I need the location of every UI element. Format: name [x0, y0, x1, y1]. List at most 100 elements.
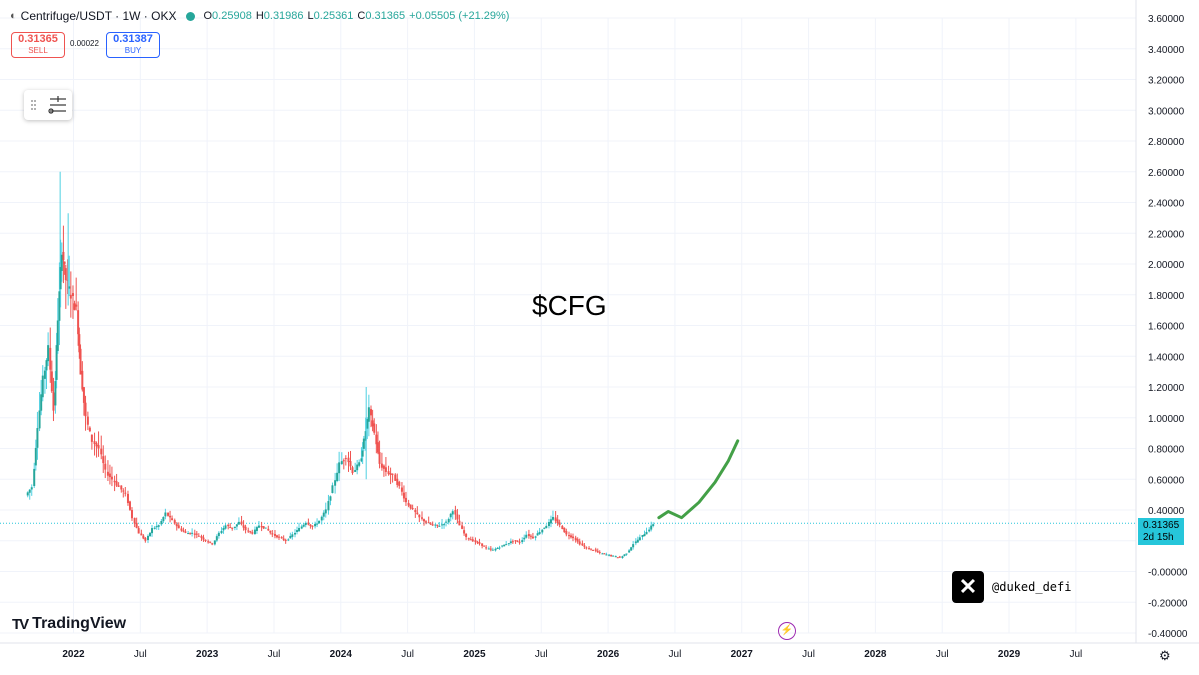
candle-body: [400, 487, 403, 492]
candle-body: [73, 303, 76, 310]
candle-body: [284, 539, 287, 542]
candle-body: [58, 291, 61, 321]
candle-body: [277, 536, 280, 538]
candle-body: [251, 532, 254, 534]
candle-body: [177, 525, 180, 529]
candle-body: [164, 512, 167, 517]
candle-body: [209, 541, 212, 543]
candle-body: [43, 370, 46, 379]
x-tick-label: Jul: [535, 649, 548, 660]
candle-body: [501, 545, 504, 547]
candle-body: [140, 533, 143, 536]
candle-body: [603, 553, 606, 555]
events-lightning-icon[interactable]: ⚡: [778, 622, 796, 640]
candle-body: [213, 540, 216, 545]
candle-body: [527, 534, 530, 537]
candle-body: [382, 465, 385, 469]
y-tick-label: 0.60000: [1148, 475, 1185, 486]
candle-body: [282, 538, 285, 540]
candle-body: [84, 402, 87, 417]
candle-body: [558, 522, 561, 525]
buy-button[interactable]: 0.31387 BUY: [106, 32, 160, 58]
candle-body: [503, 544, 506, 547]
candle-body: [68, 286, 71, 289]
candle-body: [41, 375, 44, 398]
candle-body: [371, 420, 374, 427]
candle-body: [171, 518, 174, 521]
candle-body: [307, 522, 310, 525]
candle-body: [458, 520, 461, 526]
drag-handle-icon[interactable]: [24, 90, 72, 120]
candle-body: [445, 521, 448, 523]
low-value: 0.25361: [313, 10, 354, 22]
symbol-title[interactable]: Centrifuge/USDT · 1W · OKX: [20, 9, 177, 23]
candle-body: [338, 462, 341, 474]
candle-body: [467, 538, 470, 540]
candle-body: [588, 548, 591, 550]
candle-body: [128, 501, 131, 510]
candle-body: [594, 549, 597, 551]
candle-body: [300, 526, 303, 529]
candle-body: [351, 467, 354, 474]
candle-body: [478, 542, 481, 544]
candle-body: [202, 537, 205, 540]
candle-body: [56, 320, 59, 351]
y-tick-label: 2.20000: [1148, 229, 1185, 240]
x-tick-label: Jul: [401, 649, 414, 660]
x-tick-label: Jul: [802, 649, 815, 660]
candle-body: [287, 539, 290, 541]
sell-button[interactable]: 0.31365 SELL: [11, 32, 65, 58]
candle-body: [54, 381, 57, 406]
candle-body: [289, 535, 292, 539]
candle-body: [294, 532, 297, 535]
candle-body: [366, 419, 369, 429]
candle-body: [66, 279, 69, 281]
candle-body: [632, 544, 635, 548]
candle-body: [329, 496, 332, 501]
candle-body: [496, 547, 499, 549]
candle-body: [320, 516, 323, 521]
candle-body: [184, 531, 187, 533]
candle-body: [380, 463, 383, 468]
candle-body: [616, 557, 619, 559]
candle-body: [431, 524, 434, 526]
x-tick-label: 2027: [731, 649, 754, 660]
candle-body: [260, 526, 263, 528]
gear-icon[interactable]: ⚙: [1159, 648, 1171, 663]
candle-body: [538, 532, 541, 534]
candle-body: [621, 556, 624, 558]
candle-body: [349, 461, 352, 467]
candle-body: [47, 345, 50, 362]
candle-body: [525, 534, 528, 538]
candle-body: [373, 423, 376, 433]
candle-body: [608, 554, 611, 556]
candle-body: [505, 544, 508, 546]
candle-body: [407, 502, 410, 506]
candle-body: [224, 525, 227, 529]
x-logo-icon: ✕: [952, 571, 984, 603]
candle-body: [614, 556, 617, 558]
candle-body: [104, 463, 107, 470]
candle-body: [474, 540, 477, 542]
candle-body: [356, 464, 359, 471]
candle-body: [507, 543, 510, 545]
candle-body: [534, 536, 537, 538]
candle-body: [342, 460, 345, 462]
candle-body: [267, 528, 270, 531]
candle-body: [541, 529, 544, 533]
candle-body: [257, 525, 260, 528]
candle-body: [180, 528, 183, 531]
candle-body: [90, 434, 93, 442]
tradingview-logo[interactable]: TV TradingView: [12, 615, 127, 633]
indicator-toolbar[interactable]: [24, 90, 72, 120]
candle-body: [336, 472, 339, 481]
candle-body: [583, 545, 586, 547]
candle-body: [52, 392, 55, 411]
y-tick-label: 1.80000: [1148, 291, 1185, 302]
candle-body: [102, 456, 105, 464]
candle-body: [438, 525, 441, 527]
candle-body: [389, 473, 392, 475]
candle-body: [514, 540, 517, 542]
y-tick-label: 2.40000: [1148, 199, 1185, 210]
